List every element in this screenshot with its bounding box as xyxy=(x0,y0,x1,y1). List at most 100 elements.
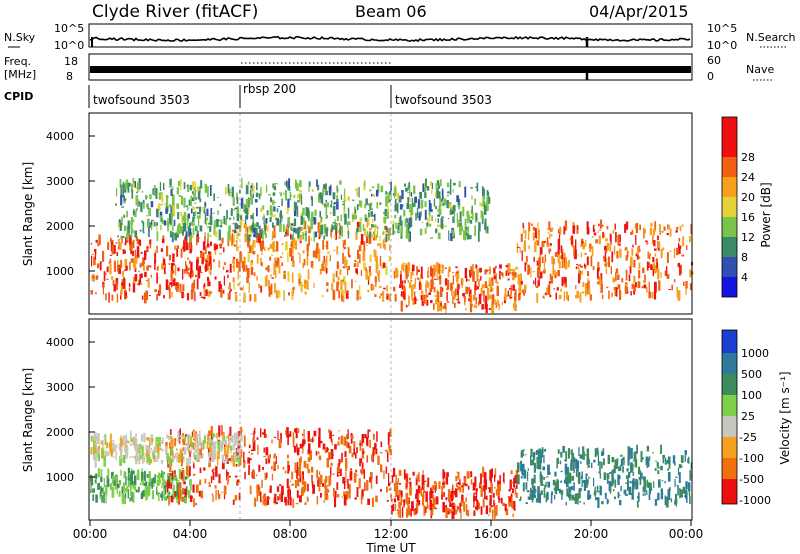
velocity-echo-cell xyxy=(165,448,168,453)
velocity-echo-cell xyxy=(359,458,361,467)
power-echo-cell xyxy=(320,218,322,229)
velocity-echo-cell xyxy=(111,476,114,484)
power-echo-cell xyxy=(441,199,444,202)
velocity-echo-cell xyxy=(325,485,328,494)
power-echo-cell xyxy=(227,238,230,247)
power-echo-cell xyxy=(558,294,562,300)
power-echo-cell xyxy=(347,221,349,228)
power-echo-cell xyxy=(295,202,298,212)
velocity-echo-cell xyxy=(293,445,297,453)
velocity-echo-cell xyxy=(574,457,576,463)
velocity-echo-cell xyxy=(174,452,176,459)
power-echo-cell xyxy=(570,235,573,245)
power-echo-cell xyxy=(226,210,228,220)
power-echo-cell xyxy=(644,274,646,283)
velocity-echo-cell xyxy=(277,496,279,501)
power-echo-cell xyxy=(131,229,134,233)
power-echo-cell xyxy=(308,226,311,234)
power-echo-cell xyxy=(573,226,576,229)
velocity-echo-cell xyxy=(422,470,424,475)
power-echo-cell xyxy=(536,260,539,266)
power-echo-cell xyxy=(416,277,419,280)
power-echo-cell xyxy=(250,225,253,232)
power-echo-cell xyxy=(407,280,410,283)
power-echo-cell xyxy=(246,184,249,186)
power-echo-cell xyxy=(546,228,549,230)
power-echo-cell xyxy=(284,234,287,237)
velocity-echo-cell xyxy=(599,473,602,479)
velocity-colorbar: 1000 500 100 25 -25 -100 -500 -1000 Velo… xyxy=(721,329,792,507)
velocity-echo-cell xyxy=(640,451,643,463)
power-echo-cell xyxy=(375,189,379,197)
velocity-echo-cell xyxy=(465,483,468,487)
velocity-echo-cell xyxy=(318,483,321,491)
velocity-echo-cell xyxy=(608,480,612,492)
power-echo-cell xyxy=(185,231,188,241)
power-echo-cell xyxy=(233,261,235,272)
power-echo-cell xyxy=(475,285,478,287)
power-echo-cell xyxy=(406,223,409,235)
power-echo-cell xyxy=(523,225,525,233)
power-echo-cell xyxy=(268,280,270,290)
velocity-echo-cell xyxy=(569,497,571,501)
power-echo-cell xyxy=(624,224,627,233)
power-echo-cell xyxy=(246,276,249,283)
velocity-echo-cell xyxy=(282,466,285,470)
power-echo-cell xyxy=(508,288,512,290)
velocity-echo-cell xyxy=(171,459,174,462)
power-echo-cell xyxy=(245,224,247,233)
velocity-echo-cell xyxy=(488,487,491,489)
power-echo-cell xyxy=(144,294,147,299)
power-echo-cell xyxy=(207,291,210,294)
power-echo-cell xyxy=(653,229,656,236)
velocity-echo-cell xyxy=(453,502,455,506)
velocity-echo-cell xyxy=(120,440,123,447)
velocity-echo-cell xyxy=(148,449,151,453)
power-echo-cell xyxy=(376,227,379,230)
velocity-echo-cell xyxy=(309,450,312,461)
power-echo-cell xyxy=(333,201,336,205)
velocity-echo-cell xyxy=(132,438,134,445)
power-echo-cell xyxy=(308,235,310,247)
velocity-echo-cell xyxy=(479,483,482,487)
power-echo-cell xyxy=(682,236,685,247)
velocity-echo-cell xyxy=(583,480,586,491)
velocity-echo-cell xyxy=(230,445,233,451)
power-echo-cell xyxy=(224,187,227,195)
power-echo-cell xyxy=(116,280,118,291)
power-echo-cell xyxy=(138,178,141,190)
freq-left-label-line1: Freq. xyxy=(4,55,31,68)
velocity-echo-cell xyxy=(143,482,147,486)
velocity-echo-cell xyxy=(179,449,183,454)
power-echo-cell xyxy=(463,233,467,241)
power-echo-cell xyxy=(216,244,219,250)
power-echo-cell xyxy=(137,204,140,206)
velocity-echo-cell xyxy=(273,453,277,457)
velocity-echo-cell xyxy=(97,453,100,462)
velocity-echo-cell xyxy=(256,484,259,493)
power-echo-cell xyxy=(485,270,487,273)
power-echo-cell xyxy=(418,216,421,219)
power-colorbar-swatch-7 xyxy=(722,117,737,157)
power-echo-cell xyxy=(150,274,152,278)
power-y-ticks: 1000 2000 3000 4000 xyxy=(46,130,95,278)
power-echo-cell xyxy=(285,190,287,201)
power-echo-cell xyxy=(464,218,467,230)
power-echo-cell xyxy=(277,290,281,298)
power-echo-cell xyxy=(437,291,440,303)
power-echo-cell xyxy=(236,240,238,251)
power-echo-cell xyxy=(291,263,294,267)
velocity-echo-cell xyxy=(120,451,123,460)
power-echo-cell xyxy=(200,251,203,258)
velocity-echo-cell xyxy=(531,489,534,497)
power-echo-cell xyxy=(145,195,149,198)
velocity-echo-cell xyxy=(247,457,250,464)
velocity-echo-cell xyxy=(189,450,191,458)
velocity-echo-cell xyxy=(351,452,354,458)
velocity-echo-cell xyxy=(341,496,343,498)
velocity-echo-cell xyxy=(277,430,279,440)
power-echo-cell xyxy=(400,291,403,297)
velocity-echo-cell xyxy=(525,454,527,456)
velocity-echo-cell xyxy=(135,489,138,493)
power-echo-cell xyxy=(273,206,276,212)
